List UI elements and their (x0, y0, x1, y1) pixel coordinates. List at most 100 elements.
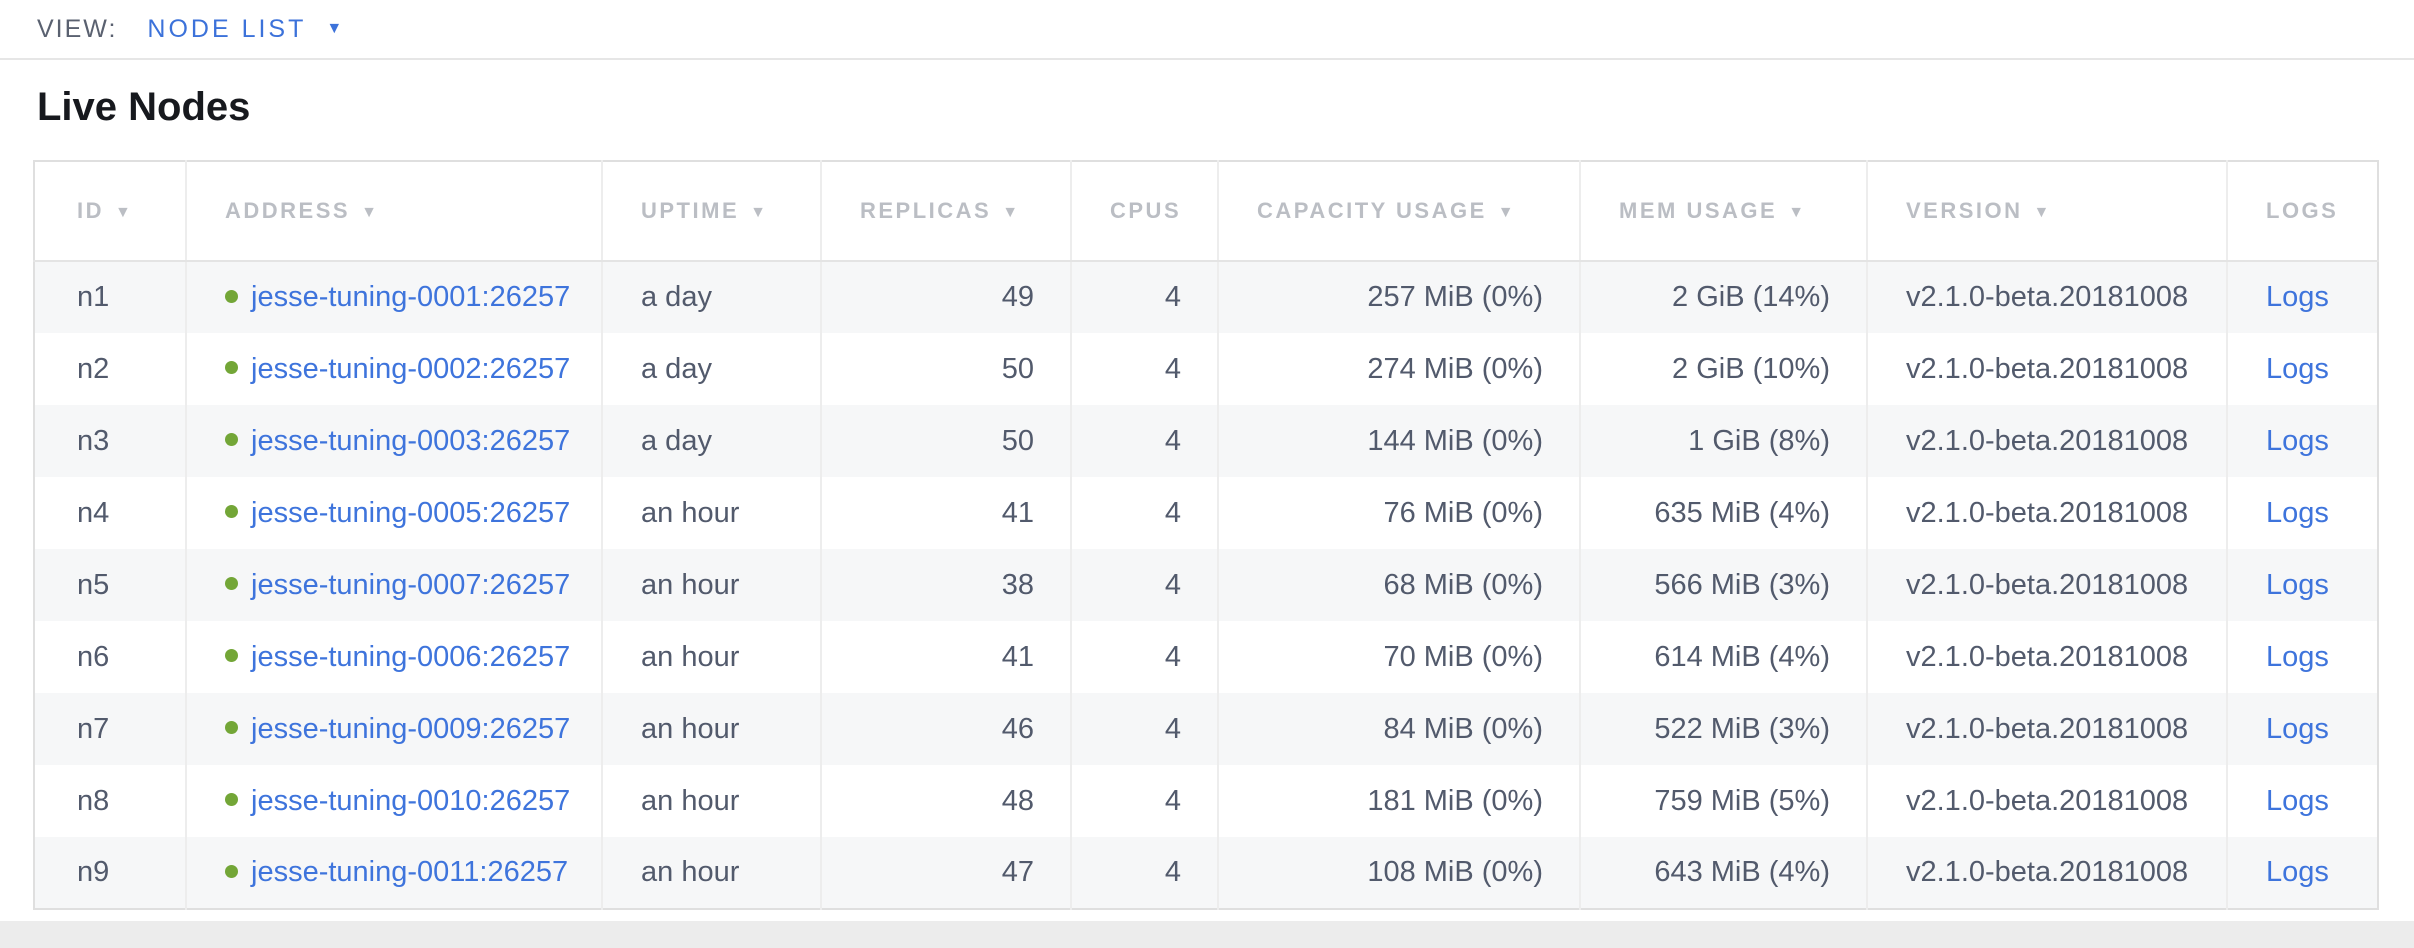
cell-uptime: an hour (601, 549, 821, 621)
cell-mem-usage: 759 MiB (5%) (1579, 765, 1867, 837)
cell-mem-usage: 566 MiB (3%) (1579, 549, 1867, 621)
cell-address: jesse-tuning-0009:26257 (185, 693, 602, 765)
cell-replicas: 47 (820, 837, 1071, 909)
address-link[interactable]: jesse-tuning-0009:26257 (251, 712, 571, 745)
cell-capacity-usage: 84 MiB (0%) (1217, 693, 1580, 765)
cell-capacity-usage: 70 MiB (0%) (1217, 621, 1580, 693)
logs-link[interactable]: Logs (2266, 712, 2329, 745)
cell-cpus: 4 (1070, 261, 1218, 333)
cell-id: n7 (77, 712, 110, 745)
view-label: VIEW: (37, 14, 118, 43)
cell-version: v2.1.0-beta.20181008 (1866, 333, 2227, 405)
node-live-status-icon (225, 649, 238, 663)
logs-link[interactable]: Logs (2266, 352, 2329, 385)
cell-address: jesse-tuning-0011:26257 (185, 837, 602, 909)
column-header-replicas[interactable]: REPLICAS ▼ (820, 161, 1071, 262)
cell-id: n6 (77, 640, 110, 673)
address-link[interactable]: jesse-tuning-0011:26257 (251, 856, 569, 888)
cell-version: v2.1.0-beta.20181008 (1866, 837, 2227, 909)
logs-link[interactable]: Logs (2266, 496, 2329, 529)
column-header-id[interactable]: ID ▼ (34, 161, 186, 262)
logs-link[interactable]: Logs (2266, 856, 2329, 888)
cell-logs: Logs (2226, 549, 2378, 621)
cell-address: jesse-tuning-0003:26257 (185, 405, 602, 477)
column-label: REPLICAS (860, 198, 992, 223)
cell-uptime: an hour (601, 693, 821, 765)
table-row: n6 jesse-tuning-0006:26257 an hour 41 4 70 Mi… (34, 621, 2378, 693)
view-selector[interactable]: NODE LIST ▼ (147, 15, 342, 44)
cell-logs: Logs (2226, 621, 2378, 693)
cell-address: jesse-tuning-0002:26257 (185, 333, 602, 405)
cell-replicas: 49 (820, 261, 1071, 333)
cell-cpus: 4 (1070, 621, 1218, 693)
cell-logs: Logs (2226, 261, 2378, 333)
address-link[interactable]: jesse-tuning-0007:26257 (251, 568, 571, 601)
cell-uptime: an hour (601, 837, 821, 909)
node-live-status-icon (225, 577, 238, 591)
column-header-capacity_usage[interactable]: CAPACITY USAGE ▼ (1217, 161, 1580, 262)
cell-address: jesse-tuning-0006:26257 (185, 621, 602, 693)
cell-replicas: 50 (820, 405, 1071, 477)
node-live-status-icon (225, 793, 238, 807)
column-label: CAPACITY USAGE (1257, 198, 1487, 223)
cell-cpus: 4 (1070, 837, 1218, 909)
logs-link[interactable]: Logs (2266, 784, 2329, 817)
node-live-status-icon (225, 289, 238, 303)
column-label: LOGS (2266, 198, 2339, 223)
cell-capacity-usage: 68 MiB (0%) (1217, 549, 1580, 621)
logs-link[interactable]: Logs (2266, 424, 2329, 457)
cell-mem-usage: 522 MiB (3%) (1579, 693, 1867, 765)
logs-link[interactable]: Logs (2266, 568, 2329, 601)
column-header-version[interactable]: VERSION ▼ (1866, 161, 2227, 262)
column-header-address[interactable]: ADDRESS ▼ (185, 161, 602, 262)
cell-capacity-usage: 108 MiB (0%) (1217, 837, 1580, 909)
table-row: n5 jesse-tuning-0007:26257 an hour 38 4 68 Mi… (34, 549, 2378, 621)
cell-replicas: 46 (820, 693, 1071, 765)
page-bottom-strip (0, 921, 2414, 948)
address-link[interactable]: jesse-tuning-0006:26257 (251, 640, 571, 673)
cell-cpus: 4 (1070, 549, 1218, 621)
node-live-status-icon (225, 361, 238, 375)
logs-link[interactable]: Logs (2266, 281, 2329, 313)
sort-desc-icon: ▼ (1002, 204, 1021, 221)
cell-capacity-usage: 144 MiB (0%) (1217, 405, 1580, 477)
column-header-mem_usage[interactable]: MEM USAGE ▼ (1579, 161, 1867, 262)
address-link[interactable]: jesse-tuning-0003:26257 (251, 424, 571, 457)
cell-id: n5 (77, 568, 110, 601)
page-title: Live Nodes (37, 85, 251, 129)
cell-mem-usage: 2 GiB (10%) (1579, 333, 1867, 405)
address-link[interactable]: jesse-tuning-0010:26257 (251, 784, 571, 817)
cell-logs: Logs (2226, 405, 2378, 477)
address-link[interactable]: jesse-tuning-0005:26257 (251, 496, 571, 529)
cell-cpus: 4 (1070, 693, 1218, 765)
table-row: n7 jesse-tuning-0009:26257 an hour 46 4 84 Mi… (34, 693, 2378, 765)
cell-cpus: 4 (1070, 333, 1218, 405)
cell-id: n9 (77, 856, 110, 888)
cell-capacity-usage: 181 MiB (0%) (1217, 765, 1580, 837)
cell-cpus: 4 (1070, 405, 1218, 477)
column-label: UPTIME (641, 198, 740, 223)
cell-address: jesse-tuning-0001:26257 (185, 261, 602, 333)
column-label: CPUS (1110, 198, 1182, 223)
address-link[interactable]: jesse-tuning-0001:26257 (251, 281, 571, 313)
cell-version: v2.1.0-beta.20181008 (1866, 549, 2227, 621)
cell-uptime: an hour (601, 621, 821, 693)
cell-logs: Logs (2226, 765, 2378, 837)
cell-logs: Logs (2226, 693, 2378, 765)
cell-replicas: 41 (820, 621, 1071, 693)
sort-desc-icon: ▼ (361, 204, 380, 221)
live-nodes-table: ID ▼ ADDRESS ▼ UPTIME ▼ REPLICAS ▼ CPUS CAPACITY … (33, 160, 2379, 910)
view-bar: VIEW: NODE LIST ▼ (0, 0, 2414, 60)
view-selected-value: NODE LIST (147, 14, 307, 43)
cell-logs: Logs (2226, 477, 2378, 549)
address-link[interactable]: jesse-tuning-0002:26257 (251, 352, 571, 385)
logs-link[interactable]: Logs (2266, 640, 2329, 673)
cell-id: n3 (77, 424, 110, 457)
cell-uptime: a day (601, 333, 821, 405)
column-header-uptime[interactable]: UPTIME ▼ (601, 161, 821, 262)
sort-desc-icon: ▼ (750, 204, 769, 221)
cell-uptime: an hour (601, 477, 821, 549)
cell-id: n4 (77, 496, 110, 529)
node-live-status-icon (225, 505, 238, 519)
cell-address: jesse-tuning-0010:26257 (185, 765, 602, 837)
